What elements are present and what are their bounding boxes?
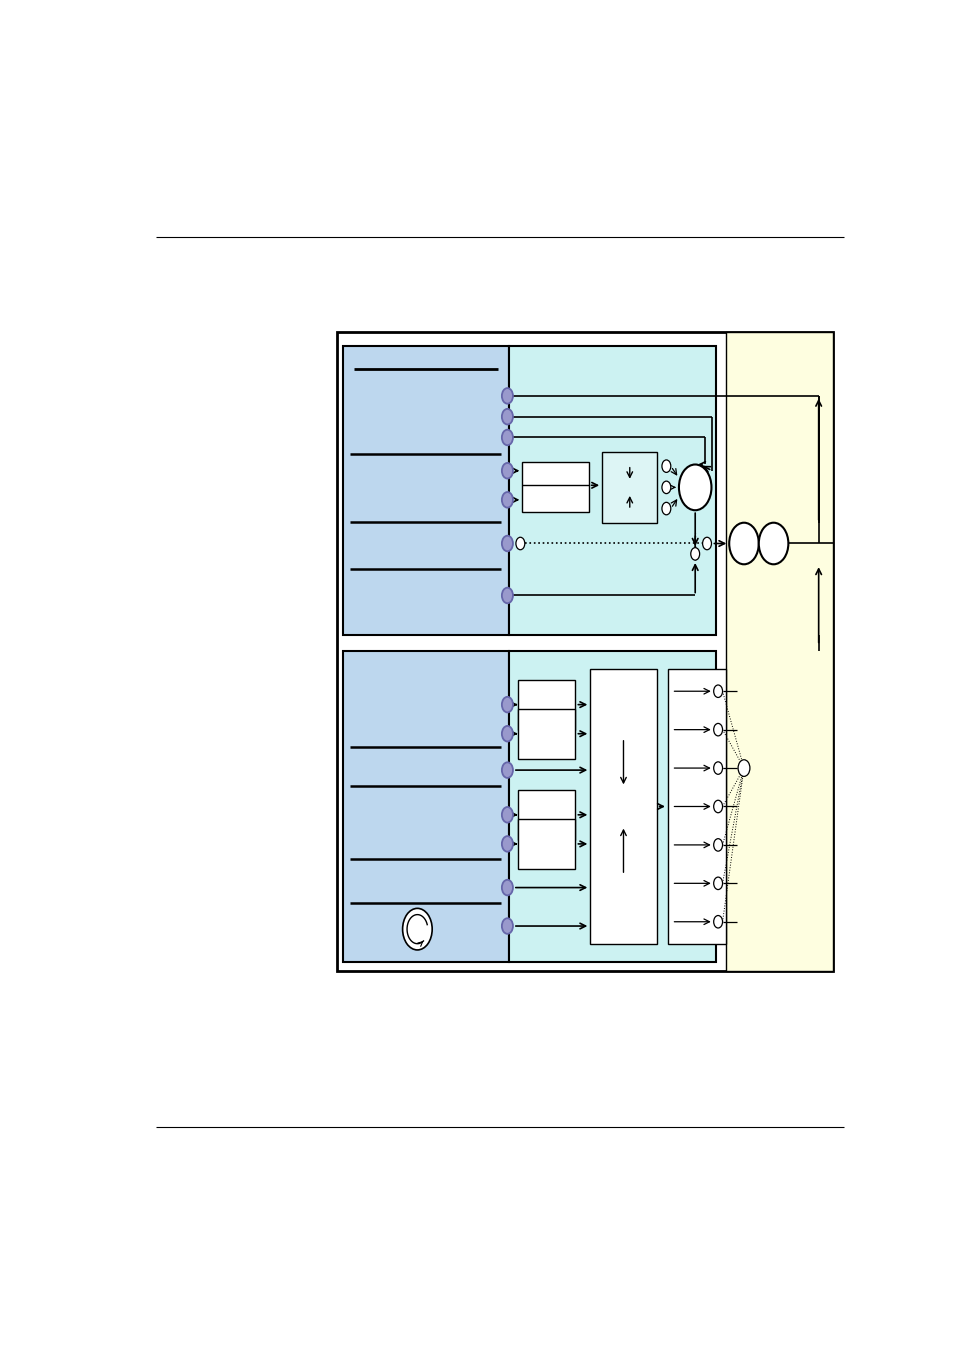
Circle shape	[501, 429, 513, 446]
FancyBboxPatch shape	[590, 670, 656, 944]
FancyBboxPatch shape	[517, 790, 575, 840]
Circle shape	[501, 536, 513, 551]
Circle shape	[713, 838, 721, 850]
Circle shape	[661, 460, 670, 472]
Circle shape	[701, 537, 711, 549]
Circle shape	[501, 726, 513, 741]
FancyBboxPatch shape	[521, 463, 588, 512]
Circle shape	[661, 502, 670, 514]
Circle shape	[501, 587, 513, 603]
Circle shape	[713, 915, 721, 927]
FancyBboxPatch shape	[517, 819, 575, 869]
Circle shape	[738, 760, 749, 776]
Circle shape	[758, 522, 787, 564]
Circle shape	[501, 763, 513, 778]
Circle shape	[713, 801, 721, 813]
Circle shape	[713, 761, 721, 775]
Circle shape	[501, 697, 513, 713]
FancyBboxPatch shape	[517, 679, 575, 729]
Circle shape	[713, 878, 721, 890]
FancyBboxPatch shape	[667, 670, 724, 944]
FancyBboxPatch shape	[601, 452, 657, 522]
Circle shape	[501, 387, 513, 404]
Circle shape	[402, 909, 432, 950]
FancyBboxPatch shape	[336, 332, 833, 971]
Circle shape	[501, 463, 513, 478]
FancyBboxPatch shape	[517, 709, 575, 759]
Circle shape	[501, 491, 513, 508]
Circle shape	[516, 537, 524, 549]
FancyBboxPatch shape	[342, 346, 508, 634]
Circle shape	[661, 481, 670, 494]
FancyBboxPatch shape	[724, 332, 833, 971]
Circle shape	[679, 464, 711, 510]
FancyBboxPatch shape	[342, 651, 508, 963]
Circle shape	[713, 724, 721, 736]
Circle shape	[713, 684, 721, 698]
Circle shape	[501, 807, 513, 822]
FancyBboxPatch shape	[508, 346, 715, 634]
Circle shape	[501, 918, 513, 934]
Circle shape	[501, 836, 513, 852]
Circle shape	[501, 880, 513, 895]
FancyBboxPatch shape	[508, 651, 715, 963]
Circle shape	[728, 522, 758, 564]
Circle shape	[690, 548, 699, 560]
Circle shape	[501, 409, 513, 424]
